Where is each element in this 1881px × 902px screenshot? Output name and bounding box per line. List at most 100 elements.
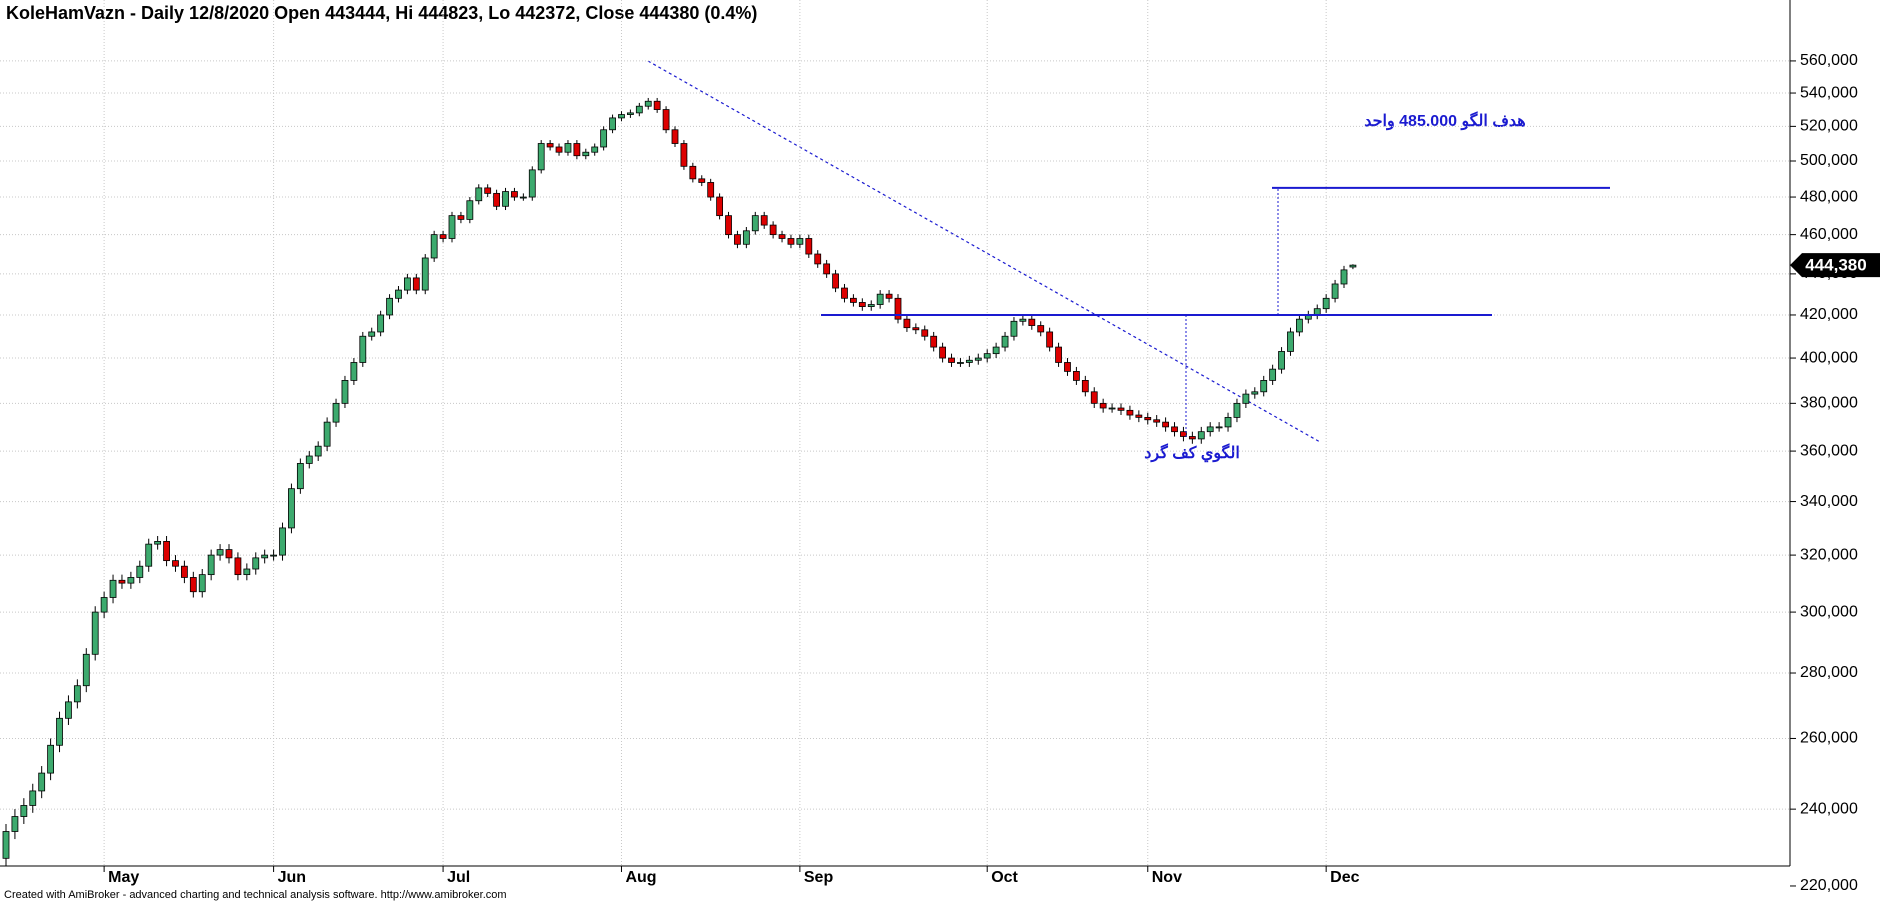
y-tick-label: 400,000: [1800, 349, 1858, 366]
y-tick-label: 220,000: [1800, 877, 1858, 894]
y-tick-label: 540,000: [1800, 84, 1858, 101]
last-price-label: 444,380: [1805, 256, 1866, 275]
candle-body: [1135, 414, 1143, 418]
candle-body: [885, 293, 893, 299]
candle-body: [288, 488, 295, 529]
candle-body: [921, 329, 929, 337]
candle-body: [1287, 331, 1294, 352]
candle-body: [1269, 368, 1277, 381]
candle-body: [1322, 297, 1330, 310]
candle-body: [832, 273, 839, 289]
annotation: الگوي كف گرد: [1144, 443, 1240, 463]
candle-body: [261, 554, 269, 559]
candle-body: [1046, 331, 1054, 348]
candle-body: [225, 549, 233, 559]
candle-body: [502, 191, 509, 207]
candle-body: [412, 277, 420, 291]
candle-body: [823, 263, 831, 275]
candle-body: [1055, 346, 1062, 363]
candle-body: [127, 577, 135, 584]
candle-body: [421, 257, 429, 291]
y-tick-label: 460,000: [1800, 226, 1858, 243]
candle-body: [734, 234, 741, 245]
candle-body: [73, 685, 81, 703]
footer: Created with AmiBroker - advanced charti…: [4, 889, 507, 901]
candle-body: [1099, 402, 1107, 409]
candle-body: [1010, 320, 1018, 337]
candle-body: [332, 402, 340, 423]
candle-body: [948, 357, 955, 363]
candle-body: [778, 234, 786, 239]
candle-body: [1331, 283, 1339, 299]
candle-body: [609, 117, 616, 131]
candle-body: [403, 277, 411, 291]
candle-body: [689, 165, 697, 180]
candle-body: [216, 549, 224, 556]
candle-body: [189, 577, 197, 593]
candle-body: [20, 805, 28, 817]
y-tick-label: 520,000: [1800, 118, 1858, 135]
candle-body: [279, 527, 286, 556]
candle-body: [591, 146, 599, 153]
candle-body: [1251, 391, 1259, 395]
candle-body: [653, 100, 661, 110]
candle-body: [466, 200, 474, 220]
candle-body: [1260, 380, 1268, 393]
candle-body: [1215, 426, 1223, 429]
candle-body: [805, 238, 813, 255]
candle-body: [56, 717, 63, 746]
y-tick-label: 500,000: [1800, 152, 1858, 169]
candle-body: [145, 543, 153, 567]
candle-body: [564, 143, 572, 153]
y-tick-label: 420,000: [1800, 306, 1858, 323]
y-tick-label: 360,000: [1800, 442, 1858, 459]
chart-title: KoleHamVazn - Daily 12/8/2020 Open 44344…: [6, 3, 757, 23]
candle-body: [742, 230, 750, 245]
candle-body: [1278, 351, 1285, 370]
candle-body: [448, 215, 456, 239]
trend-line: [647, 60, 1321, 443]
x-tick-label: Nov: [1152, 869, 1182, 886]
candle-body: [493, 192, 501, 207]
candle-body: [386, 297, 393, 316]
candle-body: [1019, 318, 1027, 322]
y-tick-label: 560,000: [1800, 52, 1858, 69]
x-tick-label: Sep: [804, 869, 834, 886]
candle-body: [1001, 335, 1009, 348]
candle-body: [2, 831, 10, 859]
candle-body: [270, 554, 278, 557]
candle-body: [395, 289, 402, 299]
candle-body: [100, 597, 108, 613]
candle-body: [323, 421, 331, 447]
candle-body: [1081, 380, 1089, 393]
candle-body: [1340, 269, 1348, 285]
y-tick-label: 260,000: [1800, 730, 1858, 747]
candle-body: [234, 557, 242, 576]
x-tick-label: Dec: [1330, 869, 1359, 886]
x-tick-label: Jul: [447, 869, 470, 886]
x-tick-label: Jun: [278, 869, 306, 886]
candle-body: [698, 178, 706, 183]
x-tick-label: Oct: [991, 869, 1018, 886]
candle-body: [368, 331, 376, 337]
candle-body: [787, 238, 795, 245]
candle-body: [546, 143, 554, 148]
candle-body: [662, 109, 670, 131]
candle-body: [1296, 318, 1303, 333]
candle-body: [511, 191, 518, 198]
candle-body: [1224, 416, 1232, 428]
candle-body: [876, 293, 884, 305]
candle-body: [858, 302, 866, 307]
candle-body: [519, 196, 527, 199]
annotation: هدف الگو 485.000 واحد: [1364, 111, 1525, 131]
candle-body: [965, 359, 973, 363]
candle-body: [198, 574, 206, 593]
candle-body: [1206, 426, 1214, 433]
candle-body: [1233, 402, 1241, 418]
candle-body: [163, 541, 170, 562]
candle-body: [154, 541, 162, 545]
candle-body: [1028, 318, 1036, 326]
y-tick-label: 340,000: [1800, 493, 1858, 510]
candle-body: [430, 234, 438, 259]
